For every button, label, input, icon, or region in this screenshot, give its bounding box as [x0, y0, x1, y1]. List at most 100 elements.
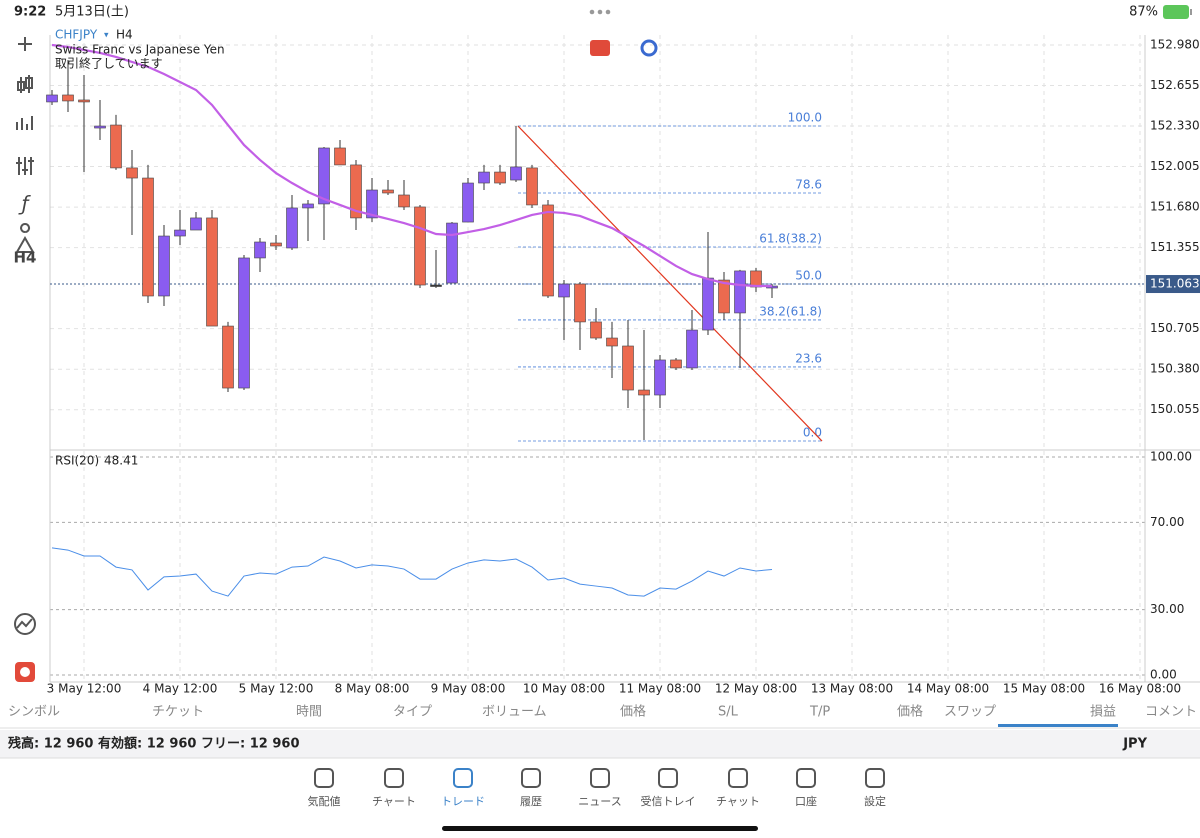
- candle-body: [366, 189, 378, 219]
- candle-body: [382, 189, 394, 194]
- nav-icon[interactable]: [865, 768, 885, 788]
- candle-body: [414, 206, 426, 286]
- nav-label[interactable]: 設定: [864, 794, 886, 808]
- candle-body: [494, 171, 506, 184]
- candle-body: [270, 242, 282, 247]
- nav-label[interactable]: 口座: [795, 794, 817, 808]
- y-tick-label: 151.680: [1150, 200, 1200, 214]
- candle-body: [670, 359, 682, 369]
- tool-icon[interactable]: [590, 40, 610, 56]
- rsi-tick-label: 30.00: [1150, 602, 1184, 616]
- x-tick-label: 14 May 08:00: [907, 682, 989, 696]
- nav-icon[interactable]: [384, 768, 404, 788]
- left-toolbar[interactable]: ƒ H4: [14, 37, 37, 682]
- candle-body: [590, 321, 602, 339]
- description: Swiss Franc vs Japanese Yen: [55, 43, 225, 57]
- fib-label: 78.6: [795, 177, 822, 191]
- y-tick-label: 150.380: [1150, 362, 1200, 376]
- candle-body: [398, 194, 410, 208]
- candle-body: [142, 177, 154, 297]
- candle-body: [526, 167, 538, 206]
- candle-body: [62, 94, 74, 102]
- y-tick-label: 150.705: [1150, 321, 1200, 335]
- nav-label[interactable]: 履歴: [520, 795, 542, 808]
- trendline: [517, 125, 823, 442]
- candle-body: [430, 284, 442, 287]
- nav-icon[interactable]: [728, 768, 748, 788]
- account-bar: [0, 730, 1200, 758]
- nav-icon[interactable]: [314, 768, 334, 788]
- x-tick-label: 12 May 08:00: [715, 682, 797, 696]
- column-header[interactable]: ボリューム: [482, 705, 547, 720]
- x-tick-label: 11 May 08:00: [619, 682, 701, 696]
- column-header[interactable]: 時間: [296, 705, 322, 720]
- battery-level: 87%: [1129, 5, 1158, 20]
- candle-body: [558, 283, 570, 298]
- moving-average: [51, 43, 772, 288]
- timeframe-button[interactable]: H4: [14, 249, 37, 267]
- symbol[interactable]: CHFJPY: [55, 28, 98, 42]
- nav-label[interactable]: トレード: [441, 795, 485, 808]
- candle-body: [606, 337, 618, 347]
- battery-icon: [1163, 5, 1192, 19]
- nav-icon[interactable]: [796, 768, 816, 788]
- candle-body: [238, 257, 250, 389]
- table-header: [0, 698, 1200, 728]
- rsi-tick-label: 70.00: [1150, 515, 1184, 529]
- column-header[interactable]: 価格: [897, 704, 923, 720]
- column-header[interactable]: T/P: [809, 705, 830, 720]
- nav-label[interactable]: 受信トレイ: [641, 795, 696, 808]
- fib-label: 50.0: [795, 269, 822, 283]
- symbol-caret[interactable]: ▾: [104, 31, 109, 41]
- more-dots[interactable]: [589, 9, 611, 15]
- tool-icon[interactable]: [640, 39, 658, 57]
- rsi-name: RSI(20): [55, 454, 99, 468]
- sort-indicator: [998, 724, 1118, 727]
- column-header[interactable]: シンボル: [8, 705, 60, 720]
- candle-body: [702, 277, 714, 331]
- candle-body: [110, 124, 122, 169]
- x-tick-label: 3 May 12:00: [47, 682, 122, 696]
- nav-icon[interactable]: [590, 768, 610, 788]
- fib-label: 100.0: [788, 111, 822, 125]
- candle-body: [46, 94, 58, 103]
- candle-body: [158, 235, 170, 297]
- candle-body: [94, 125, 106, 129]
- x-tick-label: 15 May 08:00: [1003, 682, 1085, 696]
- date: 5月13日(土): [55, 5, 129, 20]
- y-tick-label: 152.980: [1150, 37, 1200, 51]
- candle-body: [222, 325, 234, 389]
- x-tick-label: 16 May 08:00: [1099, 682, 1181, 696]
- column-header[interactable]: タイプ: [393, 705, 432, 720]
- account-summary: 残高: 12 960 有効額: 12 960 フリー: 12 960: [8, 736, 300, 752]
- candle-body: [622, 345, 634, 391]
- nav-label[interactable]: 気配値: [308, 794, 341, 808]
- column-header[interactable]: スワップ: [944, 705, 996, 720]
- x-tick-label: 8 May 08:00: [335, 682, 410, 696]
- fib-label: 38.2(61.8): [759, 304, 822, 318]
- rsi-tick-label: 0.00: [1150, 668, 1177, 682]
- candle-body: [478, 171, 490, 184]
- svg-text:ƒ: ƒ: [17, 192, 31, 216]
- candle-body: [78, 99, 90, 103]
- x-tick-label: 9 May 08:00: [431, 682, 506, 696]
- nav-icon[interactable]: [453, 768, 473, 788]
- column-header[interactable]: 損益: [1090, 705, 1116, 720]
- candle-body: [126, 167, 138, 179]
- candle-body: [462, 182, 474, 223]
- column-header[interactable]: S/L: [718, 705, 739, 720]
- x-tick-label: 4 May 12:00: [143, 682, 218, 696]
- column-header[interactable]: 価格: [620, 704, 646, 720]
- x-tick-label: 5 May 12:00: [239, 682, 314, 696]
- nav-icon[interactable]: [521, 768, 541, 788]
- nav-label[interactable]: チャート: [372, 795, 416, 808]
- rsi-line: [51, 547, 773, 597]
- nav-icon[interactable]: [658, 768, 678, 788]
- column-header[interactable]: コメント: [1145, 705, 1197, 720]
- candle-body: [286, 207, 298, 249]
- nav-label[interactable]: チャット: [716, 795, 760, 808]
- column-header[interactable]: チケット: [152, 705, 204, 720]
- candle-body: [718, 279, 730, 314]
- timeframe: H4: [116, 28, 133, 42]
- nav-label[interactable]: ニュース: [578, 795, 621, 808]
